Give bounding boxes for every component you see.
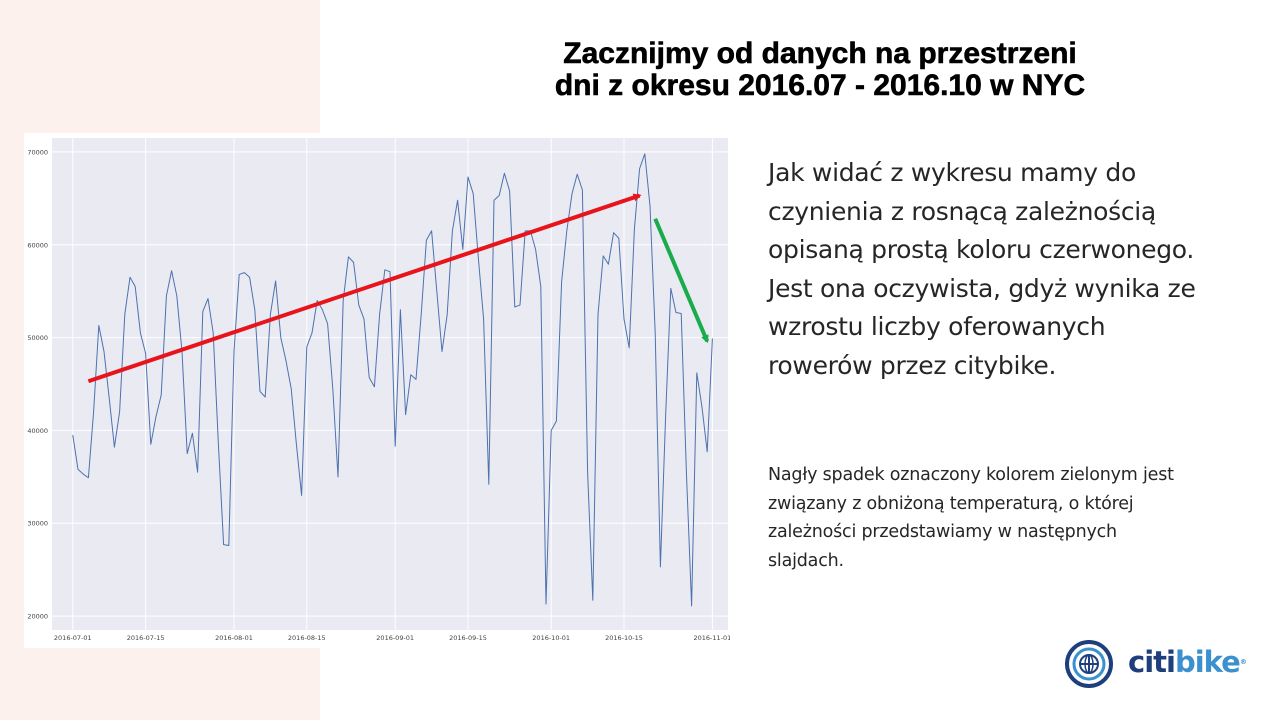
y-tick-label: 40000 [27,427,48,435]
x-tick-label: 2016-07-15 [127,634,165,642]
globe-icon [1065,640,1113,688]
grid [52,138,728,630]
plot-area [52,138,728,630]
x-tick-label: 2016-10-15 [605,634,643,642]
citibike-logo: citibike® [1063,636,1253,694]
x-tick-label: 2016-08-01 [215,634,253,642]
drop-arrow [653,217,710,344]
annotations [87,193,710,384]
body-main-text: Jak widać z wykresu mamy do czynienia z … [768,158,1196,380]
x-tick-label: 2016-08-15 [288,634,326,642]
logo-word-bike: bike [1174,645,1241,679]
chart: 20000 30000 40000 50000 60000 70000 2016-07-01… [24,133,730,648]
line-chart: 20000 30000 40000 50000 60000 70000 2016-07-01… [27,138,730,642]
y-tick-label: 50000 [27,334,48,342]
x-tick-label: 2016-11-01 [694,634,730,642]
y-tick-label: 20000 [27,613,48,621]
x-tick-label: 2016-09-01 [376,634,414,642]
x-tick-label: 2016-07-01 [54,634,92,642]
x-tick-label: 2016-10-01 [532,634,570,642]
tick-labels: 20000 30000 40000 50000 60000 70000 2016-07-01… [27,148,730,642]
logo-wordmark: citibike® [1128,644,1247,680]
y-tick-label: 60000 [27,241,48,249]
series-line [72,153,713,607]
body-sub-text: Nagły spadek oznaczony kolorem zielonym … [768,465,1174,571]
title-line-1: Zacznijmy od danych na przestrzeni [563,37,1077,70]
slide-title: Zacznijmy od danych na przestrzeni dni z… [440,37,1200,102]
title-line-2: dni z okresu 2016.07 - 2016.10 w NYC [554,69,1086,102]
y-tick-label: 30000 [27,520,48,528]
logo-trademark: ® [1239,658,1247,666]
series [72,153,713,607]
y-tick-label: 70000 [27,148,48,156]
logo-word-citi: citi [1128,645,1176,679]
trend-arrow [87,193,642,384]
x-tick-label: 2016-09-15 [449,634,487,642]
